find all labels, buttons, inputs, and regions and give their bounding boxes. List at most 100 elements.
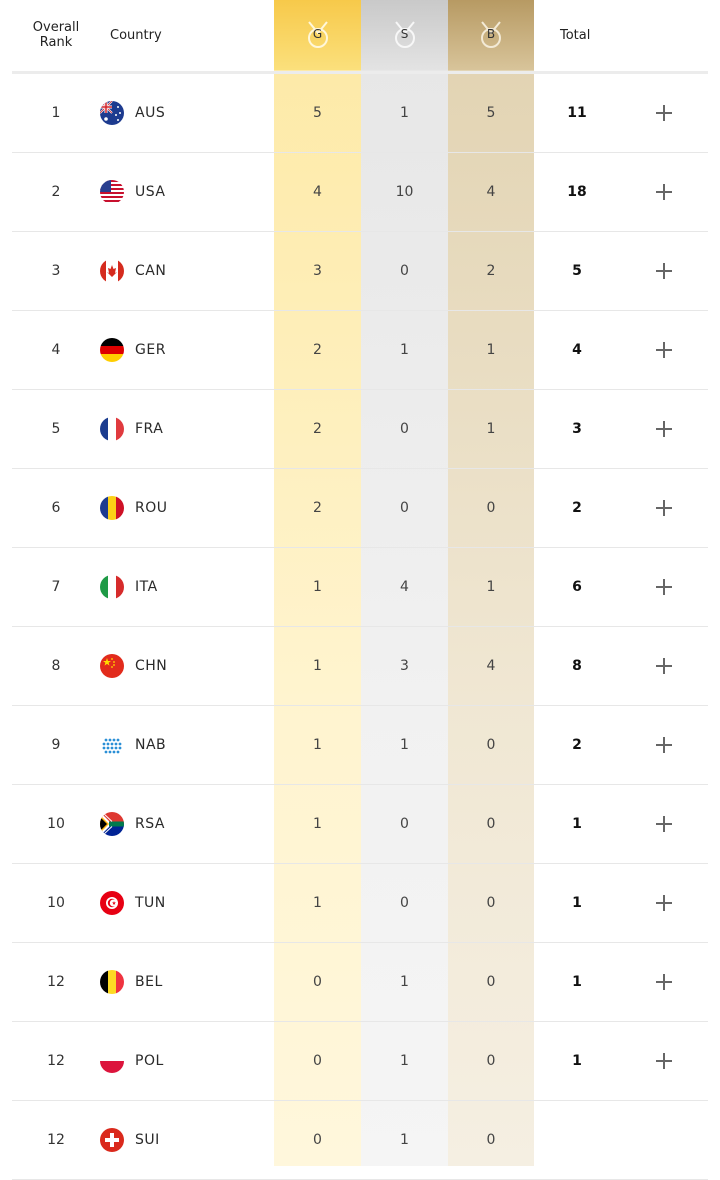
bronze-count: 0 [486, 737, 496, 753]
table-row[interactable]: 10 RSA 1 0 0 1 [0, 785, 720, 864]
bronze-count: 0 [486, 816, 496, 832]
silver-count: 1 [400, 737, 409, 753]
expand-plus-icon[interactable] [654, 814, 674, 834]
country-header[interactable]: Country [110, 28, 162, 43]
gold-count: 0 [313, 974, 322, 990]
gold-count: 1 [313, 579, 322, 595]
expand-plus-icon[interactable] [654, 261, 674, 281]
country-code[interactable]: RSA [135, 816, 165, 832]
fra-flag-icon [100, 417, 124, 441]
country-code[interactable]: AUS [135, 105, 166, 121]
gold-header[interactable]: G [274, 0, 361, 70]
country-code[interactable]: POL [135, 1053, 164, 1069]
silver-count: 3 [400, 658, 409, 674]
gold-medal-icon: G [303, 20, 333, 50]
gold-count: 4 [313, 184, 322, 200]
gold-column-bg [274, 0, 361, 1166]
silver-header[interactable]: S [361, 0, 448, 70]
silver-count: 1 [400, 1053, 409, 1069]
total-count: 2 [572, 737, 582, 753]
silver-count: 0 [400, 421, 409, 437]
country-code[interactable]: FRA [135, 421, 164, 437]
table-row[interactable]: 6 ROU 2 0 0 2 [0, 469, 720, 548]
expand-plus-icon[interactable] [654, 498, 674, 518]
country-code[interactable]: BEL [135, 974, 163, 990]
can-flag-icon [100, 259, 124, 283]
total-count: 6 [572, 579, 582, 595]
row-divider [12, 389, 708, 390]
silver-count: 1 [400, 1132, 409, 1148]
table-row[interactable]: 12 POL 0 1 0 1 [0, 1022, 720, 1101]
country-code[interactable]: NAB [135, 737, 167, 753]
expand-plus-icon[interactable] [654, 577, 674, 597]
ita-flag-icon [100, 575, 124, 599]
bronze-count: 0 [486, 1053, 496, 1069]
gold-count: 1 [313, 658, 322, 674]
row-divider [12, 468, 708, 469]
bronze-header[interactable]: B [448, 0, 534, 70]
country-code[interactable]: ITA [135, 579, 158, 595]
pol-flag-icon [100, 1049, 124, 1073]
expand-plus-icon[interactable] [654, 735, 674, 755]
total-count: 5 [572, 263, 582, 279]
table-row[interactable]: 12 BEL 0 1 0 1 [0, 943, 720, 1022]
row-divider [12, 863, 708, 864]
bronze-count: 4 [486, 658, 496, 674]
rank-cell: 6 [51, 500, 61, 516]
expand-plus-icon[interactable] [654, 1051, 674, 1071]
country-code[interactable]: CHN [135, 658, 168, 674]
usa-flag-icon [100, 180, 124, 204]
nab-flag-icon [100, 733, 124, 757]
country-code[interactable]: CAN [135, 263, 167, 279]
overall-rank-header[interactable]: Overall Rank [26, 20, 86, 50]
bronze-count: 1 [486, 421, 496, 437]
total-header[interactable]: Total [560, 28, 591, 43]
expand-plus-icon[interactable] [654, 419, 674, 439]
silver-medal-icon: S [390, 20, 420, 50]
expand-plus-icon[interactable] [654, 972, 674, 992]
total-count: 18 [567, 184, 587, 200]
aus-flag-icon [100, 101, 124, 125]
table-row[interactable]: 10 TUN 1 0 0 1 [0, 864, 720, 943]
table-row[interactable]: 7 ITA 1 4 1 6 [0, 548, 720, 627]
country-code[interactable]: TUN [135, 895, 166, 911]
country-code[interactable]: USA [135, 184, 166, 200]
rank-cell: 9 [51, 737, 61, 753]
bronze-count: 1 [486, 342, 496, 358]
row-divider [12, 547, 708, 548]
table-row[interactable]: 1 AUS 5 1 5 11 [0, 74, 720, 153]
gold-label: G [312, 27, 323, 41]
expand-plus-icon[interactable] [654, 656, 674, 676]
gold-count: 2 [313, 421, 322, 437]
expand-plus-icon[interactable] [654, 103, 674, 123]
table-row[interactable]: 2 USA 4 10 4 18 [0, 153, 720, 232]
silver-count: 0 [400, 263, 409, 279]
bronze-label: B [486, 27, 496, 41]
country-code[interactable]: ROU [135, 500, 168, 516]
rank-cell: 1 [51, 105, 61, 121]
gold-count: 2 [313, 500, 322, 516]
row-divider [12, 231, 708, 232]
table-row[interactable]: 8 CHN 1 3 4 8 [0, 627, 720, 706]
expand-plus-icon[interactable] [654, 340, 674, 360]
bronze-medal-icon: B [476, 20, 506, 50]
silver-count: 1 [400, 105, 409, 121]
gold-count: 1 [313, 737, 322, 753]
expand-plus-icon[interactable] [654, 893, 674, 913]
country-code[interactable]: GER [135, 342, 166, 358]
gold-count: 1 [313, 816, 322, 832]
silver-count: 0 [400, 895, 409, 911]
gold-count: 0 [313, 1132, 322, 1148]
total-count: 4 [572, 342, 582, 358]
expand-plus-icon[interactable] [654, 182, 674, 202]
table-row[interactable]: 12 SUI 0 1 0 [0, 1101, 720, 1180]
table-row[interactable]: 3 CAN 3 0 2 5 [0, 232, 720, 311]
table-row[interactable]: 5 FRA 2 0 1 3 [0, 390, 720, 469]
total-count: 1 [572, 974, 582, 990]
country-code[interactable]: SUI [135, 1132, 160, 1148]
table-row[interactable]: 9 NAB 1 1 0 2 [0, 706, 720, 785]
gold-count: 0 [313, 1053, 322, 1069]
total-count: 1 [572, 1053, 582, 1069]
rsa-flag-icon [100, 812, 124, 836]
table-row[interactable]: 4 GER 2 1 1 4 [0, 311, 720, 390]
